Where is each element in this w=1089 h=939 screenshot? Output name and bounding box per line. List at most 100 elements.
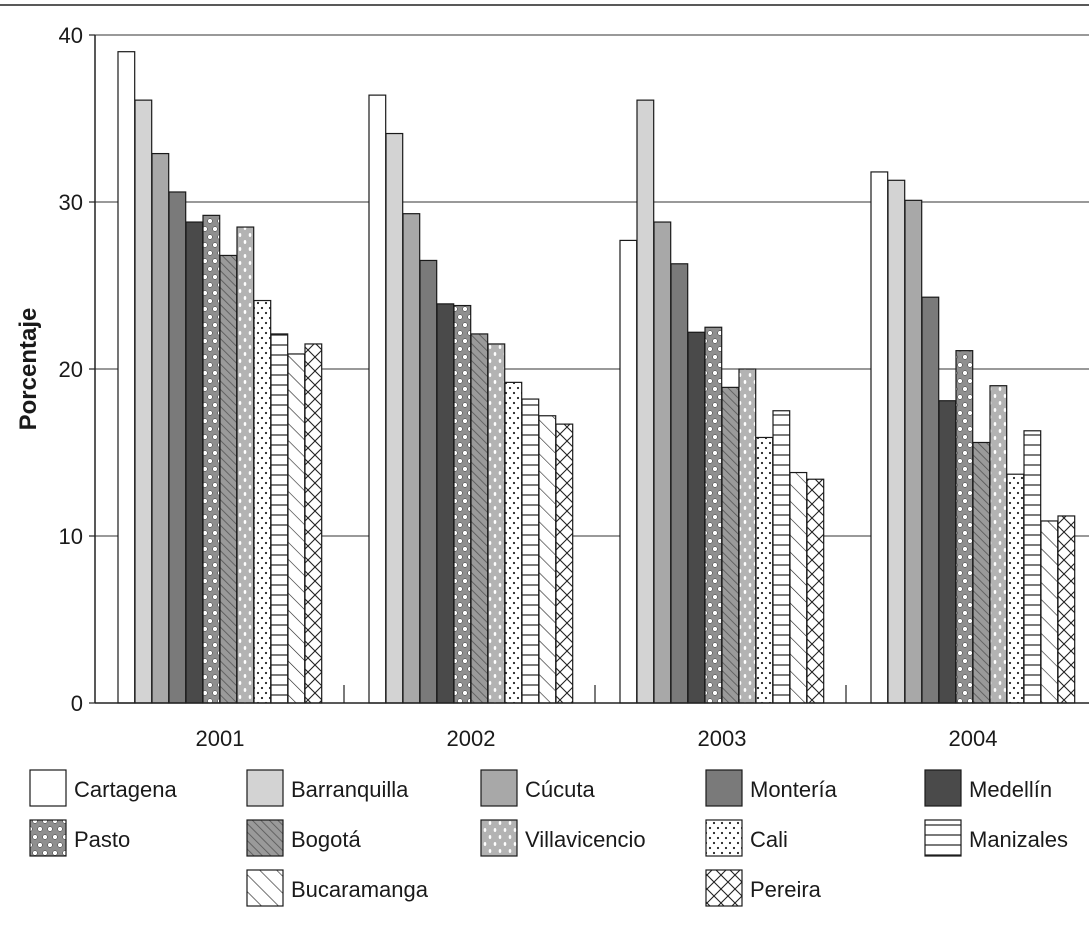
bar [955,350,974,704]
bar [287,353,306,704]
bar [887,179,906,704]
legend-swatch [480,769,518,807]
legend-swatch [246,869,284,907]
bar [704,326,723,704]
legend-swatch [246,769,284,807]
bar [419,259,438,704]
bar [253,299,272,704]
bar [772,410,791,704]
bar [670,263,689,704]
legend-swatch [480,819,518,857]
bar [151,152,170,704]
bar [989,385,1008,704]
legend-item: Cúcuta [480,769,595,807]
bar [1023,430,1042,704]
bar [619,239,638,704]
legend-label: Manizales [969,827,1068,852]
bar [653,221,672,704]
bar [453,304,472,704]
bar [687,331,706,704]
x-tick-label: 2004 [949,726,998,751]
legend-label: Barranquilla [291,777,409,802]
legend-label: Cali [750,827,788,852]
bar [921,296,940,704]
legend-label: Pereira [750,877,822,902]
bar [1006,473,1025,704]
legend-item: Cartagena [29,769,178,807]
x-tick-label: 2002 [447,726,496,751]
bar [168,191,187,704]
legend-swatch [924,769,962,807]
bar [470,333,489,704]
legend-swatch [705,869,743,907]
bar [487,343,506,704]
legend: Cartagena Barranquilla Cúcuta Montería Medel… [29,769,1068,907]
legend-item: Villavicencio [480,819,646,857]
legend-label: Villavicencio [525,827,646,852]
y-tick-label: 10 [59,524,83,549]
bar [436,303,455,704]
bar [236,226,255,704]
bar [755,436,774,704]
bar [1057,515,1076,704]
legend-item: Bogotá [246,819,361,857]
x-tick-label: 2003 [698,726,747,751]
bar [555,423,574,704]
legend-label: Cúcuta [525,777,595,802]
legend-label: Medellín [969,777,1052,802]
legend-swatch [705,819,743,857]
bar [117,51,136,704]
y-tick-label: 0 [71,691,83,716]
bar [385,132,404,704]
bar [870,171,889,704]
bar [721,386,740,704]
legend-item: Pasto [29,819,130,857]
x-tick-label: 2001 [196,726,245,751]
bar [185,221,204,704]
bar [972,441,991,704]
bar [504,381,523,704]
bar [938,400,957,704]
y-tick-label: 20 [59,357,83,382]
bar [538,415,557,704]
legend-swatch [705,769,743,807]
bar [402,213,421,704]
bar [636,99,655,704]
bar [134,99,153,704]
legend-label: Bogotá [291,827,361,852]
legend-swatch [924,819,962,857]
y-tick-labels: 0 10 20 30 40 [59,23,83,716]
legend-label: Pasto [74,827,130,852]
legend-item: Manizales [924,819,1068,857]
legend-item: Bucaramanga [246,869,429,907]
legend-label: Montería [750,777,838,802]
bar [789,471,808,704]
legend-label: Bucaramanga [291,877,429,902]
axes [94,35,1089,704]
bar [270,333,289,704]
bar [202,214,221,704]
bar [738,368,757,704]
bar [904,199,923,704]
y-tick-label: 40 [59,23,83,48]
bar [368,94,387,704]
legend-swatch [29,819,67,857]
y-tick-label: 30 [59,190,83,215]
bar [806,478,825,704]
legend-item: Barranquilla [246,769,409,807]
legend-swatch [246,819,284,857]
y-axis-label: Porcentaje [15,308,42,431]
legend-item: Pereira [705,869,822,907]
legend-swatch [29,769,67,807]
legend-item: Medellín [924,769,1052,807]
bar [219,254,238,704]
bar [521,398,540,704]
bars [117,51,1076,704]
legend-label: Cartagena [74,777,178,802]
legend-item: Montería [705,769,838,807]
bar [304,343,323,704]
legend-item: Cali [705,819,788,857]
x-tick-labels: 2001 2002 2003 2004 [196,726,998,751]
bar [1040,520,1059,704]
